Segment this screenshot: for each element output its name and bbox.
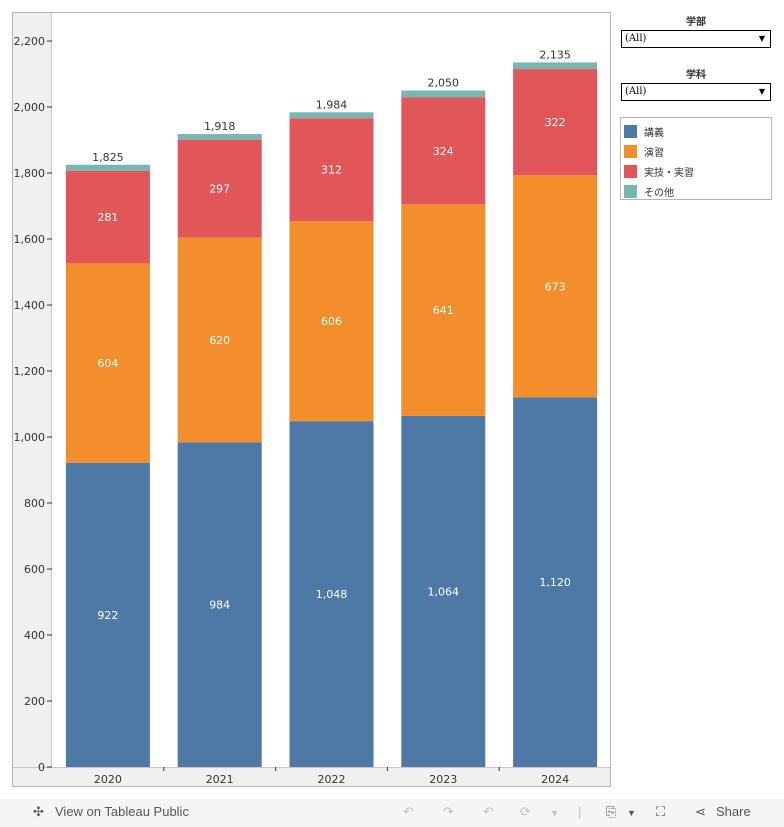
department-filter-dropdown[interactable]: (All) ▼ [621, 83, 771, 101]
dropdown-arrow-icon: ▼ [758, 87, 765, 96]
bar-segment [177, 134, 262, 140]
bar-segment [401, 204, 486, 416]
y-tick-label: 600 [24, 563, 45, 576]
tableau-logo-icon: ✣ [33, 804, 44, 819]
bar-segment [401, 90, 486, 98]
bar-segment [513, 397, 598, 767]
bar-value-label: 922 [97, 609, 118, 622]
bar-segment [513, 62, 598, 70]
download-dropdown-icon[interactable]: ▼ [627, 808, 636, 818]
bar-segment [177, 237, 262, 443]
bar-value-label: 984 [209, 599, 230, 612]
redo-icon[interactable]: ↷ [443, 804, 454, 819]
chart-frame [12, 12, 611, 787]
bar-segment [513, 69, 598, 176]
faculty-filter-dropdown[interactable]: (All) ▼ [621, 30, 771, 48]
legend-label: 講義 [644, 127, 664, 139]
bar-value-label: 322 [545, 116, 566, 129]
y-tick-label: 1,600 [14, 233, 46, 246]
legend-label: 実技・実習 [644, 167, 694, 179]
bar-total-label: 1,918 [204, 120, 236, 133]
bar-segment [65, 170, 150, 264]
y-tick-label: 2,200 [14, 35, 46, 48]
bar-value-label: 1,048 [316, 588, 348, 601]
bar-total-label: 1,984 [316, 98, 348, 111]
legend-swatch [624, 144, 637, 158]
bar-value-label: 620 [209, 334, 230, 347]
bar-value-label: 312 [321, 164, 342, 177]
x-tick-label: 2023 [429, 773, 457, 786]
y-axis [13, 13, 52, 767]
department-filter-value: (All) [625, 86, 647, 97]
x-tick-label: 2020 [94, 773, 122, 786]
bar-value-label: 281 [97, 211, 118, 224]
revert-icon[interactable]: ↶ [483, 804, 494, 819]
download-icon[interactable]: ⎘ [606, 804, 617, 819]
x-axis [13, 767, 610, 786]
bar-segment [401, 97, 486, 205]
y-tick-label: 1,800 [14, 167, 46, 180]
bar-segment [65, 462, 150, 767]
separator: | [578, 804, 582, 819]
bar-value-label: 641 [433, 304, 454, 317]
tableau-toolbar: ✣ View on Tableau Public ↶ ↷ ↶ ⟳ ▼ | ⎘ ▼… [0, 799, 784, 827]
legend-label: その他 [644, 187, 674, 199]
legend-swatch [624, 124, 637, 138]
legend-swatch [624, 184, 637, 198]
bar-segment [65, 164, 150, 171]
bar-segment [177, 442, 262, 767]
y-tick-label: 800 [24, 497, 45, 510]
x-tick-label: 2021 [206, 773, 234, 786]
y-tick-label: 1,400 [14, 299, 46, 312]
color-legend: 講義 演習 実技・実習 その他 [620, 117, 772, 200]
bar-value-label: 324 [433, 145, 454, 158]
legend-label: 演習 [644, 147, 664, 159]
y-tick-label: 1,000 [14, 431, 46, 444]
y-tick-label: 400 [24, 629, 45, 642]
legend-item[interactable]: 講義 [624, 121, 768, 141]
fullscreen-icon[interactable]: ⛶ [656, 804, 666, 819]
y-tick-label: 0 [38, 761, 45, 774]
bar-value-label: 297 [209, 183, 230, 196]
bar-value-label: 606 [321, 315, 342, 328]
y-tick-label: 1,200 [14, 365, 46, 378]
legend-item[interactable]: 演習 [624, 141, 768, 161]
filter-title-faculty: 学部 [686, 17, 706, 28]
x-tick-label: 2024 [541, 773, 569, 786]
bar-segment [289, 118, 374, 222]
view-on-tableau-public-link[interactable]: View on Tableau Public [55, 804, 189, 819]
bar-total-label: 2,135 [539, 48, 571, 61]
bar-segment [289, 112, 374, 119]
dropdown-arrow-icon: ▼ [758, 34, 765, 43]
undo-icon[interactable]: ↶ [403, 804, 414, 819]
share-button[interactable]: Share [716, 804, 751, 819]
bar-segment [513, 175, 598, 398]
refresh-icon[interactable]: ⟳ [520, 804, 531, 819]
stacked-bar-chart: 0 200 400 600 800 1,000 1,200 1,400 1,600 1,800 2,… [14, 35, 598, 786]
bar-segment [177, 139, 262, 238]
bar-segment [289, 221, 374, 422]
legend-item[interactable]: その他 [624, 181, 768, 201]
bar-segment [65, 263, 150, 463]
y-tick-label: 200 [24, 695, 45, 708]
bar-value-label: 1,120 [539, 576, 571, 589]
x-tick-label: 2022 [318, 773, 346, 786]
refresh-dropdown-icon[interactable]: ▼ [550, 808, 559, 818]
legend-item[interactable]: 実技・実習 [624, 161, 768, 181]
bar-segment [401, 415, 486, 767]
faculty-filter-value: (All) [625, 33, 647, 44]
bar-total-label: 1,825 [92, 151, 124, 164]
bar-total-label: 2,050 [428, 77, 460, 90]
y-tick-label: 2,000 [14, 101, 46, 114]
share-icon[interactable]: ⋖ [695, 804, 706, 819]
legend-swatch [624, 164, 637, 178]
bar-value-label: 673 [545, 280, 566, 293]
bar-segment [289, 421, 374, 767]
bar-value-label: 1,064 [428, 585, 460, 598]
filter-title-department: 学科 [686, 70, 706, 81]
bar-value-label: 604 [97, 357, 118, 370]
